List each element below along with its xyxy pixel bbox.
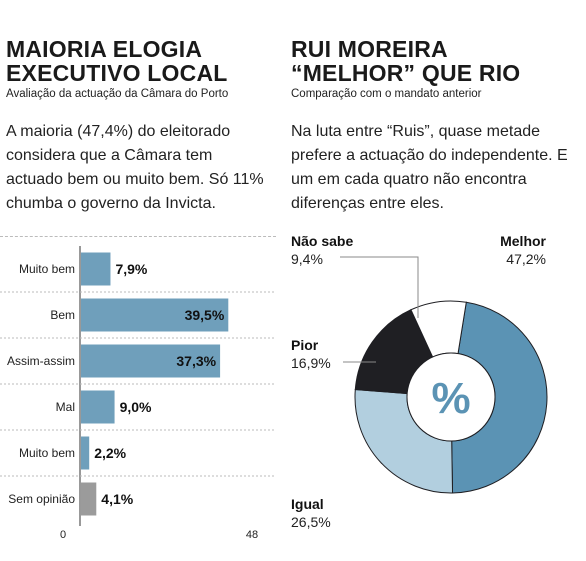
bar-category-label: Bem (50, 308, 75, 322)
bar (81, 390, 115, 424)
bar-category-label: Muito bem (19, 262, 75, 276)
axis-tick-label: 0 (60, 529, 66, 541)
leader-line (340, 256, 419, 318)
donut-slice-name: Igual (291, 496, 324, 512)
bar (81, 344, 221, 378)
axis-tick-label: 48 (246, 529, 258, 541)
bar-value-label: 7,9% (115, 261, 147, 277)
left-title-line-2: EXECUTIVO LOCAL (6, 60, 228, 86)
left-chart-title: MAIORIA ELOGIA EXECUTIVO LOCAL (6, 37, 276, 85)
bar (81, 436, 90, 470)
bar-category-label: Assim-assim (7, 354, 75, 368)
right-title-line-1: RUI MOREIRA (291, 36, 448, 62)
right-chart-title: RUI MOREIRA “MELHOR” QUE RIO (291, 37, 581, 85)
right-chart-subtitle: Comparação com o mandato anterior (291, 88, 482, 100)
bar (81, 298, 229, 332)
donut-slice-value: 47,2% (506, 251, 546, 267)
donut-slice-value: 9,4% (291, 251, 323, 267)
bar-value-label: 37,3% (176, 353, 216, 369)
right-lead-text: Na luta entre “Ruis”, quase metade prefe… (291, 123, 568, 212)
donut-slice-name: Não sabe (291, 233, 353, 249)
bar (81, 482, 97, 516)
donut-hole (406, 352, 496, 442)
donut-slice-name: Melhor (500, 233, 546, 249)
donut-slice-value: 16,9% (291, 355, 331, 371)
donut-slice-name: Pior (291, 337, 319, 353)
bar-value-label: 4,1% (101, 491, 133, 507)
donut-slice-value: 26,5% (291, 514, 331, 530)
right-title-line-2: “MELHOR” QUE RIO (291, 60, 521, 86)
bar-value-label: 2,2% (94, 445, 126, 461)
bar-category-label: Sem opinião (8, 492, 75, 506)
bar-category-label: Mal (56, 400, 75, 414)
left-lead-text: A maioria (47,4%) do eleitorado consider… (6, 123, 264, 212)
bar-category-label: Muito bem (19, 446, 75, 460)
left-chart-subtitle: Avaliação da actuação da Câmara do Porto (6, 88, 229, 100)
left-title-line-1: MAIORIA ELOGIA (6, 36, 203, 62)
donut-center-label: % (431, 374, 470, 423)
bar-value-label: 9,0% (120, 399, 152, 415)
left-divider (0, 236, 276, 237)
bar-value-label: 39,5% (185, 307, 225, 323)
bar (81, 252, 111, 286)
